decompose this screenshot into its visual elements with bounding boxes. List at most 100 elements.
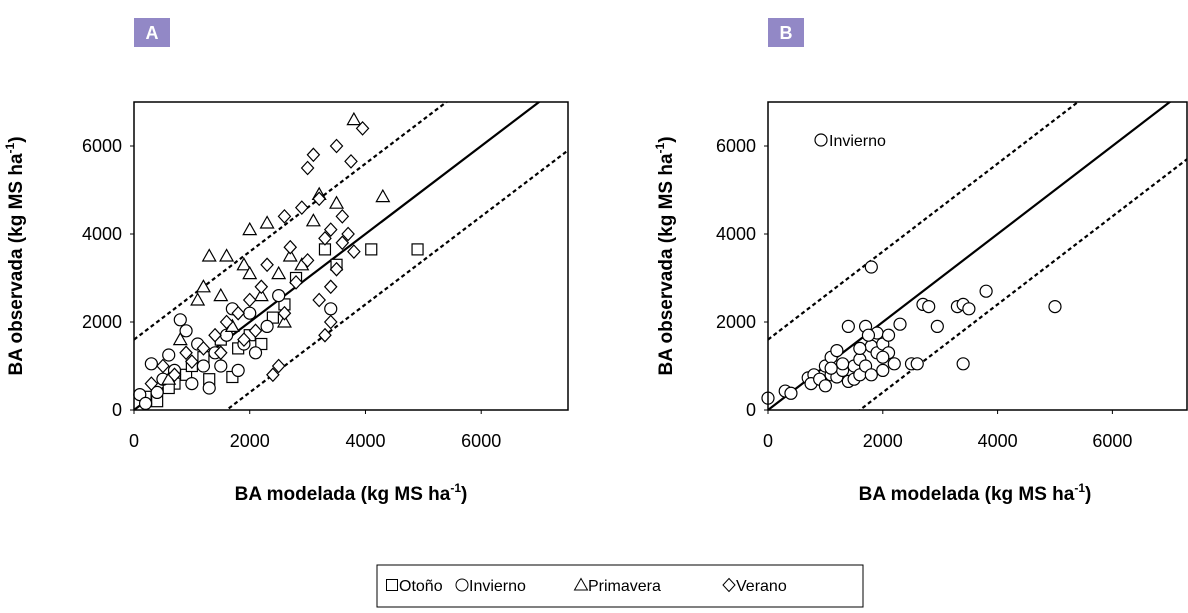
marker-diamond <box>196 341 211 356</box>
marker-diamond <box>283 239 298 255</box>
marker-circle <box>214 359 228 373</box>
axis-title-part: BA observada (kg MS ha <box>656 153 677 376</box>
axis-title-part: -1 <box>450 481 461 495</box>
reference-line <box>768 102 1080 341</box>
panel-label-box <box>134 18 170 47</box>
marker-triangle <box>236 257 252 271</box>
axis-title-part: BA modelada (kg MS ha <box>235 484 451 505</box>
legend-label: Invierno <box>829 133 886 150</box>
marker-diamond <box>231 305 245 321</box>
marker-diamond <box>306 147 321 163</box>
marker-diamond <box>237 332 251 347</box>
marker-square <box>255 337 268 351</box>
plot-frame <box>133 101 569 411</box>
marker-diamond <box>318 327 332 343</box>
marker-diamond <box>254 279 269 295</box>
marker-circle <box>962 302 976 316</box>
marker-square <box>411 243 424 256</box>
marker-circle <box>243 306 257 320</box>
marker-diamond <box>248 323 263 339</box>
axis-title: BA observada (kg MS ha-1) <box>3 136 27 375</box>
y-tick-label: 2000 <box>716 312 756 332</box>
marker-triangle <box>276 314 292 328</box>
marker-triangle <box>282 248 298 262</box>
marker-diamond <box>156 358 170 374</box>
y-tick-label: 0 <box>746 400 756 420</box>
y-tick-label: 0 <box>112 400 122 420</box>
marker-diamond <box>277 209 292 224</box>
x-tick-label: 6000 <box>461 431 501 451</box>
x-tick-label: 2000 <box>230 431 270 451</box>
axis-title: BA modelada (kg MS ha-1) <box>235 481 468 505</box>
plot-frame <box>767 101 1188 411</box>
marker-diamond <box>144 376 159 391</box>
marker-diamond <box>355 121 370 136</box>
x-tick-label: 4000 <box>978 431 1018 451</box>
axis-title-part: BA observada (kg MS ha <box>6 153 27 376</box>
marker-diamond <box>266 367 280 383</box>
axis-title-part: BA modelada (kg MS ha <box>859 484 1075 505</box>
marker-circle <box>841 319 855 333</box>
marker-circle <box>818 379 832 393</box>
marker-diamond <box>260 257 274 273</box>
legend-label: Otoño <box>399 578 443 595</box>
marker-circle <box>814 133 828 147</box>
marker-circle <box>784 386 798 400</box>
marker-circle <box>956 357 970 371</box>
reference-lines <box>768 102 1187 410</box>
marker-triangle <box>242 221 258 236</box>
marker-circle <box>861 328 876 342</box>
marker-diamond <box>318 231 332 246</box>
axis-title-part: -1 <box>3 142 17 153</box>
marker-circle <box>864 368 878 382</box>
marker-circle <box>876 363 890 377</box>
marker-circle <box>887 357 901 371</box>
axis-title-part: -1 <box>653 142 667 153</box>
marker-triangle <box>213 287 229 302</box>
marker-circle <box>979 284 993 298</box>
marker-diamond <box>219 314 234 330</box>
marker-diamond <box>179 345 193 361</box>
marker-triangle <box>253 287 269 302</box>
marker-diamond <box>167 367 182 383</box>
marker-circle <box>824 361 838 375</box>
marker-circle <box>876 350 890 364</box>
axis-title-part: ) <box>461 484 467 505</box>
marker-diamond <box>722 577 736 593</box>
marker-circle <box>930 319 944 333</box>
legend-label: Invierno <box>469 578 526 595</box>
y-tick-label: 4000 <box>716 224 756 244</box>
x-tick-label: 2000 <box>863 431 903 451</box>
marker-square <box>365 243 378 256</box>
x-tick-label: 6000 <box>1092 431 1132 451</box>
panel-label: B <box>780 23 793 43</box>
marker-circle <box>202 381 216 395</box>
marker-diamond <box>312 292 326 308</box>
y-tick-label: 4000 <box>82 224 122 244</box>
marker-circle <box>455 578 469 592</box>
marker-triangle <box>190 292 206 306</box>
marker-diamond <box>213 345 228 361</box>
marker-triangle <box>271 265 287 280</box>
marker-circle <box>836 357 850 371</box>
marker-circle <box>272 289 286 303</box>
marker-circle <box>231 363 245 377</box>
marker-circle <box>150 385 164 399</box>
marker-triangle <box>259 215 275 229</box>
marker-diamond <box>344 154 358 169</box>
marker-triangle <box>195 279 211 293</box>
marker-circle <box>881 328 896 342</box>
x-tick-label: 0 <box>129 431 139 451</box>
marker-diamond <box>300 253 315 268</box>
marker-diamond <box>323 222 338 237</box>
marker-diamond <box>347 244 361 259</box>
legend-label: Verano <box>736 578 787 595</box>
marker-diamond <box>277 305 292 321</box>
marker-circle <box>830 344 844 358</box>
panel-label: A <box>146 23 159 43</box>
marker-triangle <box>219 248 235 262</box>
marker-circle <box>138 396 153 410</box>
marker-circle <box>162 348 176 362</box>
x-tick-label: 4000 <box>345 431 385 451</box>
